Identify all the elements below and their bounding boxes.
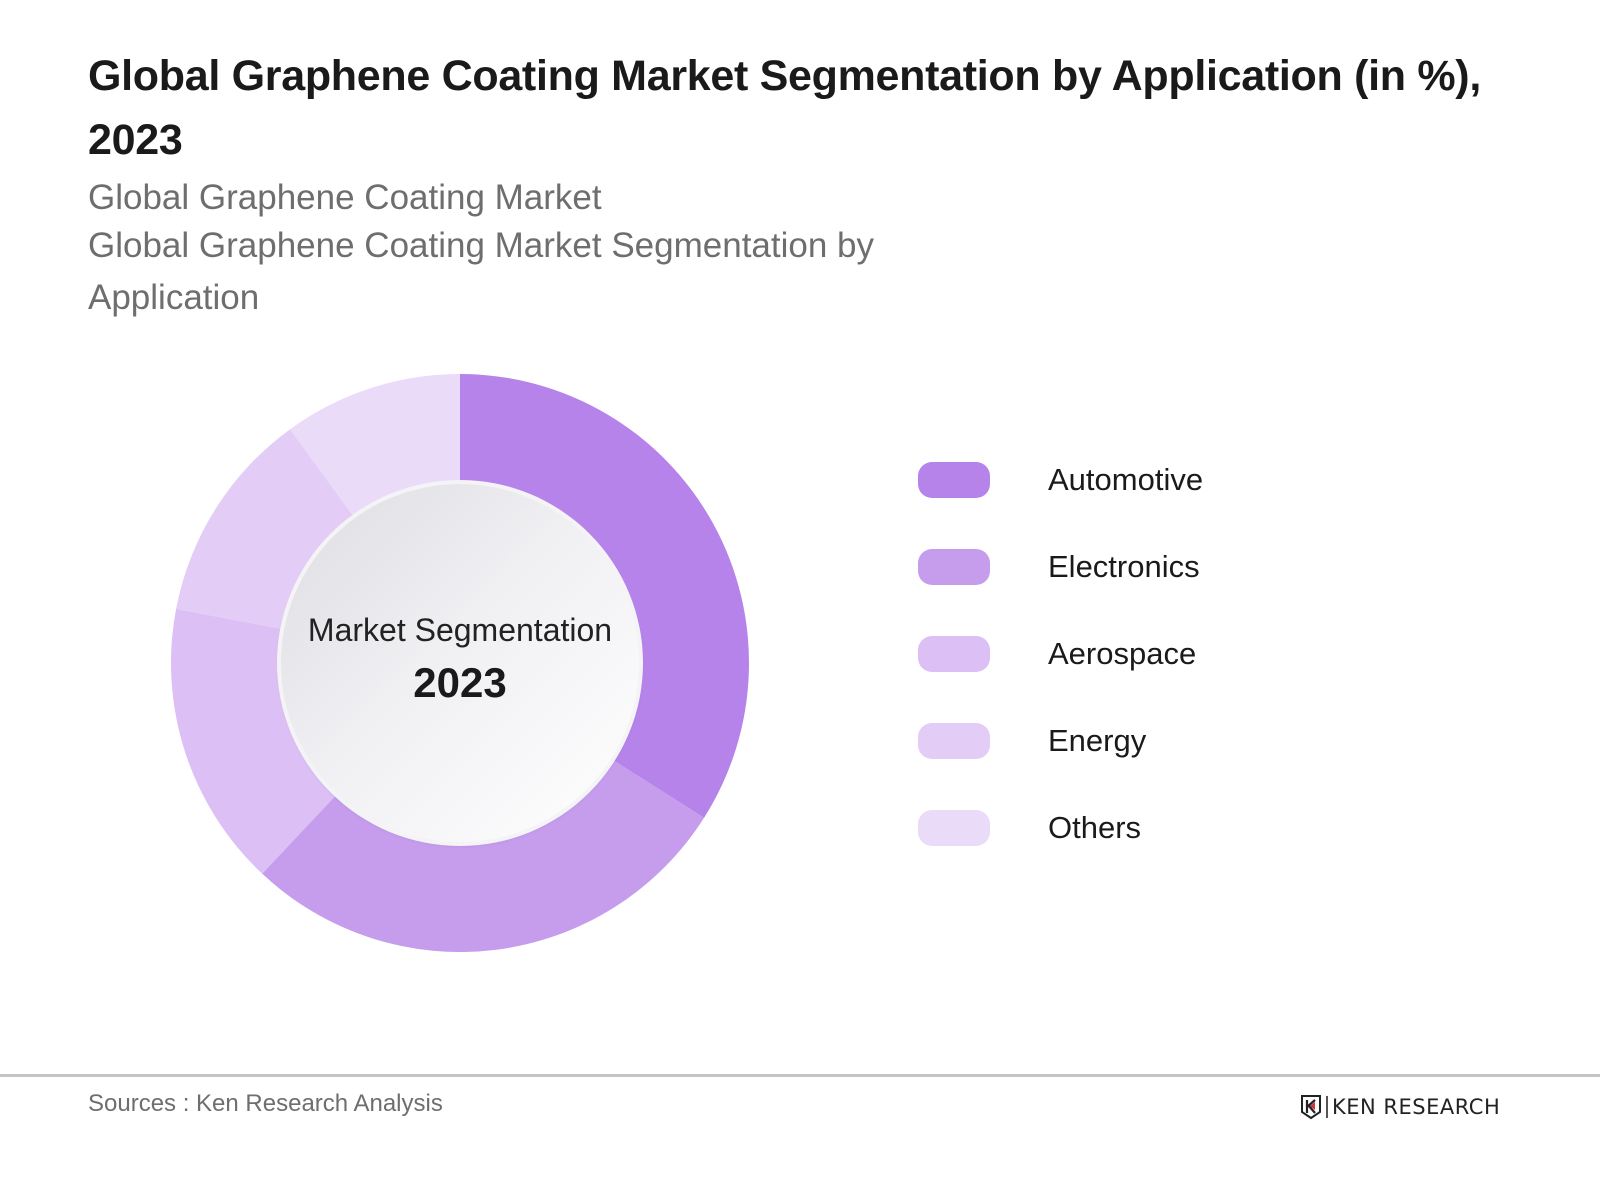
legend-swatch [918, 810, 990, 846]
donut-center: Market Segmentation 2023 [281, 484, 639, 842]
chart-title: Global Graphene Coating Market Segmentat… [88, 52, 1481, 164]
donut-slice-others[interactable] [290, 374, 460, 518]
legend-label: Others [1048, 810, 1142, 845]
center-label: Market Segmentation [307, 611, 613, 648]
legend-item-others[interactable]: Others [918, 810, 1203, 846]
donut-chart: Market Segmentation 2023 [170, 373, 750, 953]
donut-slice-energy[interactable] [176, 429, 355, 630]
legend: Automotive Electronics Aerospace Energy … [918, 462, 1203, 897]
legend-label: Aerospace [1048, 636, 1197, 671]
legend-label: Electronics [1048, 549, 1200, 584]
legend-swatch [918, 636, 990, 672]
donut-slice-aerospace[interactable] [170, 608, 337, 874]
chart-subtitle-segmentation: Global Graphene Coating Market Segmentat… [88, 226, 875, 317]
donut-slice-electronics[interactable] [262, 759, 705, 953]
logo-text: KEN RESEARCH [1332, 1095, 1501, 1119]
center-year: 2023 [413, 658, 507, 706]
legend-item-automotive[interactable]: Automotive [918, 462, 1203, 498]
legend-item-energy[interactable]: Energy [918, 723, 1203, 759]
ken-logo-icon [1301, 1095, 1321, 1120]
donut-svg [170, 374, 749, 953]
legend-swatch [918, 549, 990, 585]
footer-divider [0, 1074, 1600, 1077]
legend-swatch [918, 462, 990, 498]
donut-slice-automotive[interactable] [460, 374, 749, 818]
legend-label: Energy [1048, 723, 1147, 758]
logo-separator [1326, 1096, 1328, 1118]
legend-item-electronics[interactable]: Electronics [918, 549, 1203, 585]
ken-research-logo: KEN RESEARCH [1300, 1094, 1500, 1120]
chart-subtitle-market: Global Graphene Coating Market [88, 178, 602, 217]
source-note: Sources : Ken Research Analysis [88, 1090, 443, 1117]
legend-swatch [918, 723, 990, 759]
legend-label: Automotive [1048, 462, 1204, 497]
legend-item-aerospace[interactable]: Aerospace [918, 636, 1203, 672]
